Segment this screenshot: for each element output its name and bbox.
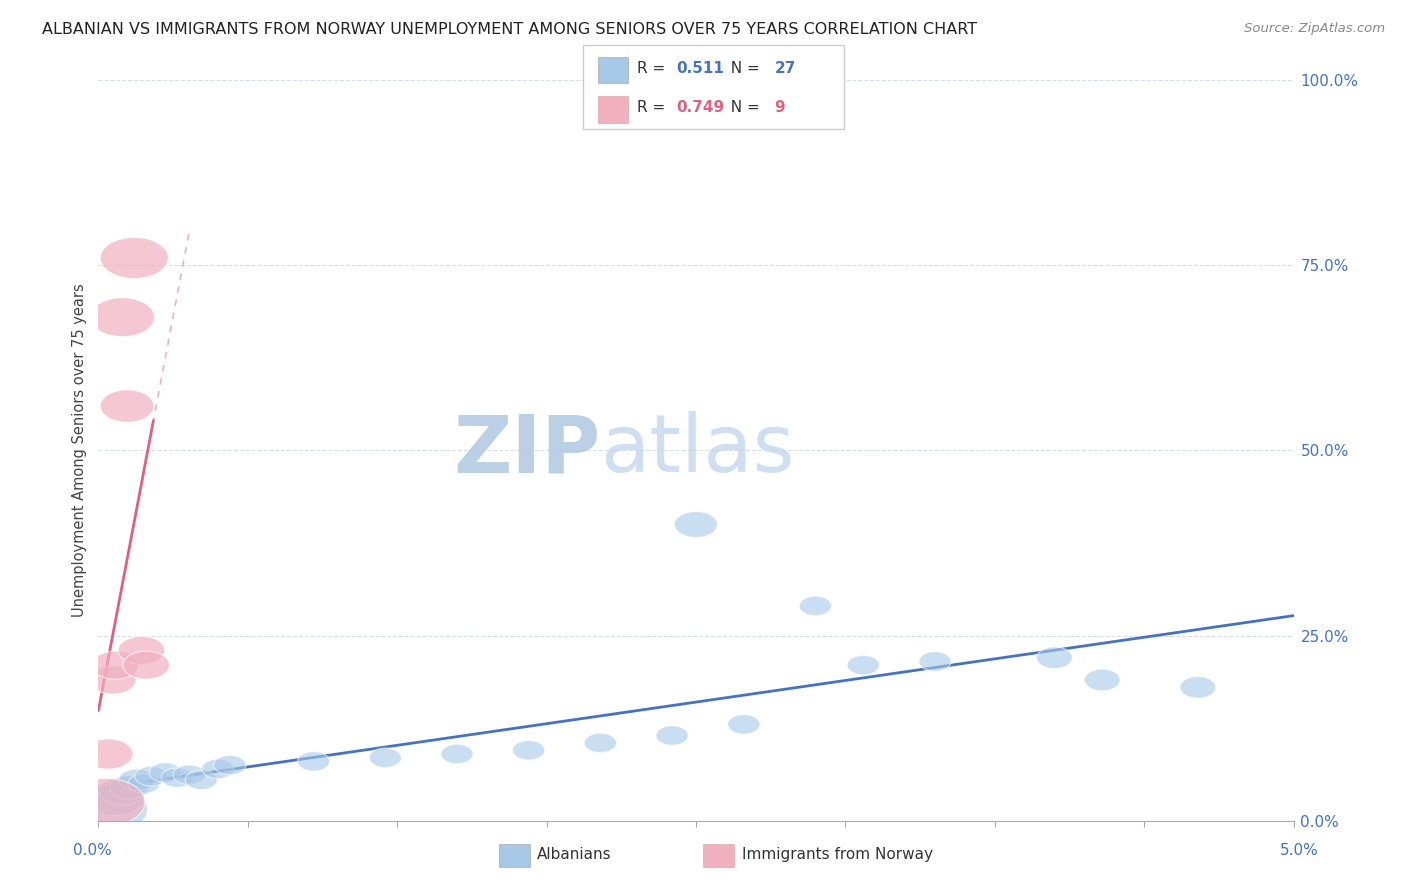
Ellipse shape — [100, 390, 155, 422]
Ellipse shape — [657, 726, 688, 745]
Ellipse shape — [214, 756, 246, 775]
Ellipse shape — [1084, 669, 1121, 690]
Ellipse shape — [90, 298, 155, 336]
Ellipse shape — [186, 770, 218, 789]
Text: 0.511: 0.511 — [676, 61, 724, 76]
Text: ALBANIAN VS IMMIGRANTS FROM NORWAY UNEMPLOYMENT AMONG SENIORS OVER 75 YEARS CORR: ALBANIAN VS IMMIGRANTS FROM NORWAY UNEMP… — [42, 22, 977, 37]
Ellipse shape — [69, 786, 148, 833]
Ellipse shape — [87, 781, 143, 815]
Ellipse shape — [800, 596, 831, 615]
Ellipse shape — [122, 651, 170, 679]
Ellipse shape — [128, 774, 160, 793]
Text: Albanians: Albanians — [537, 847, 612, 862]
Ellipse shape — [298, 752, 329, 771]
Ellipse shape — [370, 748, 401, 767]
Text: R =: R = — [637, 61, 671, 76]
Ellipse shape — [441, 744, 472, 764]
Text: R =: R = — [637, 101, 671, 115]
Text: Immigrants from Norway: Immigrants from Norway — [742, 847, 934, 862]
Ellipse shape — [66, 779, 145, 826]
Ellipse shape — [513, 740, 544, 760]
Ellipse shape — [162, 768, 194, 788]
Ellipse shape — [118, 769, 155, 790]
Text: Source: ZipAtlas.com: Source: ZipAtlas.com — [1244, 22, 1385, 36]
Text: atlas: atlas — [600, 411, 794, 490]
Ellipse shape — [110, 775, 149, 799]
Text: 0.749: 0.749 — [676, 101, 724, 115]
Ellipse shape — [585, 733, 616, 753]
Ellipse shape — [149, 763, 181, 782]
Y-axis label: Unemployment Among Seniors over 75 years: Unemployment Among Seniors over 75 years — [72, 284, 87, 617]
Ellipse shape — [98, 777, 146, 805]
Ellipse shape — [848, 656, 879, 675]
Ellipse shape — [173, 765, 205, 784]
Ellipse shape — [118, 636, 165, 665]
Text: 27: 27 — [775, 61, 796, 76]
Ellipse shape — [202, 759, 233, 779]
Ellipse shape — [135, 766, 167, 786]
Ellipse shape — [675, 511, 717, 538]
Ellipse shape — [728, 714, 759, 734]
Ellipse shape — [83, 739, 134, 769]
Text: 0.0%: 0.0% — [73, 843, 112, 858]
Text: ZIP: ZIP — [453, 411, 600, 490]
Text: N =: N = — [721, 61, 765, 76]
Ellipse shape — [100, 237, 169, 278]
Text: N =: N = — [721, 101, 765, 115]
Ellipse shape — [1036, 647, 1073, 669]
Ellipse shape — [920, 652, 950, 671]
Ellipse shape — [90, 666, 136, 694]
Text: 5.0%: 5.0% — [1279, 843, 1319, 858]
Ellipse shape — [91, 651, 138, 679]
Ellipse shape — [1180, 676, 1216, 698]
Text: 9: 9 — [775, 101, 786, 115]
